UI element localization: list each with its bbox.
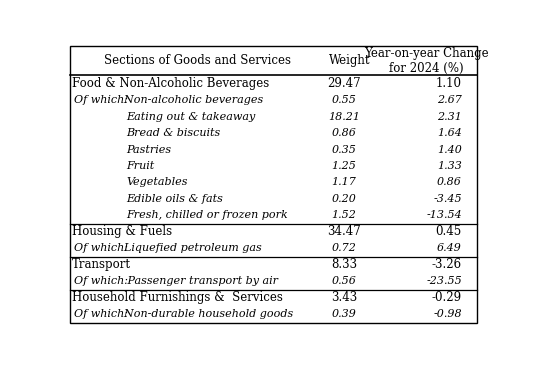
Text: Of which:: Of which:: [74, 309, 127, 319]
Text: 18.21: 18.21: [328, 112, 360, 122]
Text: 0.72: 0.72: [332, 243, 357, 253]
Text: Year-on-year Change
for 2024 (%): Year-on-year Change for 2024 (%): [364, 47, 489, 75]
Text: 1.10: 1.10: [436, 77, 462, 90]
Text: Bread & biscuits: Bread & biscuits: [126, 128, 221, 138]
Text: Non-alcoholic beverages: Non-alcoholic beverages: [117, 95, 263, 105]
Text: -0.98: -0.98: [433, 309, 462, 319]
Text: Of which:: Of which:: [74, 243, 127, 253]
Text: 1.64: 1.64: [437, 128, 462, 138]
Text: Pastries: Pastries: [126, 145, 172, 154]
Text: Passenger transport by air: Passenger transport by air: [117, 276, 278, 287]
Text: Edible oils & fats: Edible oils & fats: [126, 194, 223, 204]
Text: 8.33: 8.33: [331, 258, 357, 271]
Text: 29.47: 29.47: [327, 77, 361, 90]
Text: -13.54: -13.54: [426, 211, 462, 220]
Text: 0.86: 0.86: [437, 177, 462, 188]
Text: Weight: Weight: [329, 54, 370, 67]
Text: Fruit: Fruit: [126, 161, 155, 171]
Text: 0.35: 0.35: [332, 145, 357, 154]
Text: 34.47: 34.47: [327, 226, 361, 238]
Text: 0.86: 0.86: [332, 128, 357, 138]
Text: Non-durable household goods: Non-durable household goods: [117, 309, 293, 319]
Text: -3.45: -3.45: [433, 194, 462, 204]
Text: 3.43: 3.43: [331, 291, 357, 304]
Text: Vegetables: Vegetables: [126, 177, 188, 188]
Text: Of which:: Of which:: [74, 276, 127, 287]
Text: 1.33: 1.33: [437, 161, 462, 171]
Text: Sections of Goods and Services: Sections of Goods and Services: [104, 54, 290, 67]
Text: -0.29: -0.29: [432, 291, 462, 304]
Text: Liquefied petroleum gas: Liquefied petroleum gas: [117, 243, 262, 253]
Text: 1.40: 1.40: [437, 145, 462, 154]
Text: Household Furnishings &  Services: Household Furnishings & Services: [72, 291, 283, 304]
Text: -23.55: -23.55: [426, 276, 462, 287]
Text: Housing & Fuels: Housing & Fuels: [72, 226, 172, 238]
Text: Of which:: Of which:: [74, 95, 127, 105]
Text: 0.45: 0.45: [435, 226, 462, 238]
Text: 0.39: 0.39: [332, 309, 357, 319]
Text: 1.17: 1.17: [332, 177, 357, 188]
Text: Transport: Transport: [72, 258, 131, 271]
Text: 0.55: 0.55: [332, 95, 357, 105]
Text: Fresh, chilled or frozen pork: Fresh, chilled or frozen pork: [126, 211, 288, 220]
Text: Food & Non-Alcoholic Beverages: Food & Non-Alcoholic Beverages: [72, 77, 269, 90]
Text: 0.20: 0.20: [332, 194, 357, 204]
Text: Eating out & takeaway: Eating out & takeaway: [126, 112, 255, 122]
Text: 6.49: 6.49: [437, 243, 462, 253]
Text: 0.56: 0.56: [332, 276, 357, 287]
Text: -3.26: -3.26: [432, 258, 462, 271]
Text: 2.31: 2.31: [437, 112, 462, 122]
Text: 2.67: 2.67: [437, 95, 462, 105]
Text: 1.25: 1.25: [332, 161, 357, 171]
Text: 1.52: 1.52: [332, 211, 357, 220]
